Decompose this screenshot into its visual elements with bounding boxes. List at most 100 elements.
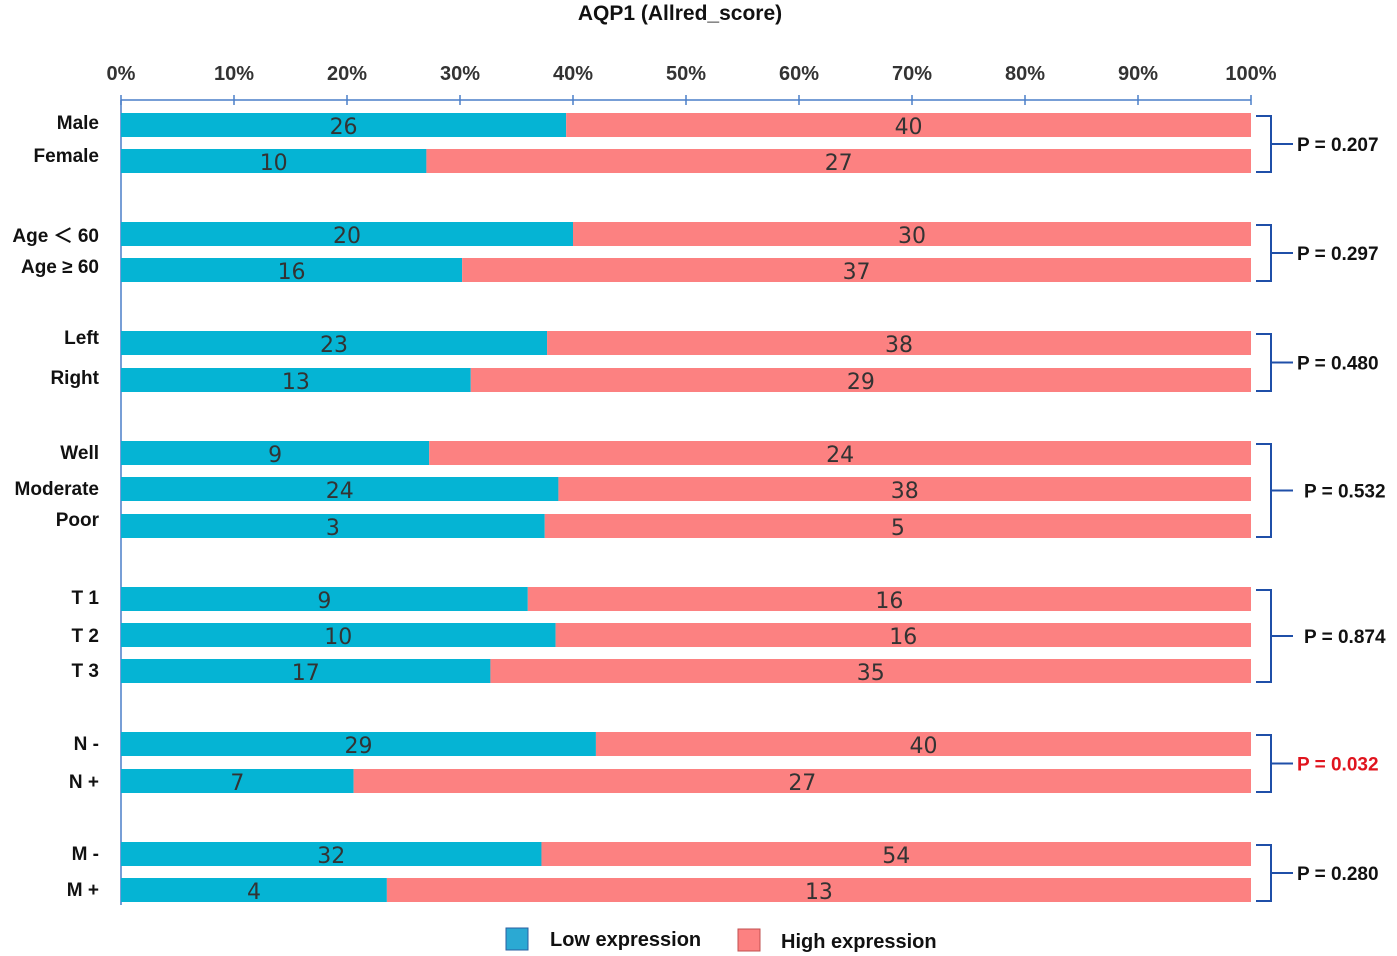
- bar-segment-low: [121, 623, 556, 647]
- x-tick-label: 70%: [892, 63, 932, 85]
- data-label-high: 37: [843, 260, 871, 285]
- x-tick-label: 60%: [779, 63, 819, 85]
- data-label-low: 7: [230, 771, 244, 796]
- p-value-bracket: [1256, 589, 1272, 683]
- category-label: N -: [74, 734, 99, 755]
- data-label-high: 16: [875, 589, 903, 614]
- bar-segment-low: [121, 842, 542, 866]
- data-label-high: 40: [909, 734, 937, 759]
- bar-segment-low: [121, 222, 573, 246]
- bar-segment-low: [121, 732, 596, 756]
- data-label-high: 38: [885, 333, 913, 358]
- category-label: Female: [34, 146, 99, 167]
- data-label-low: 9: [317, 589, 331, 614]
- legend: Low expression High expression: [505, 927, 937, 953]
- p-value-bracket: [1256, 443, 1272, 538]
- bar-segment-low: [121, 149, 427, 173]
- data-label-low: 17: [292, 661, 320, 686]
- p-value-label: P = 0.032: [1297, 755, 1379, 776]
- bar-segment-low: [121, 113, 567, 137]
- bar-segment-high: [547, 331, 1251, 355]
- bar-segment-high: [490, 659, 1251, 683]
- data-label-low: 10: [324, 625, 352, 650]
- x-tick-label: 30%: [440, 63, 480, 85]
- x-tick-label: 40%: [553, 63, 593, 85]
- chart-title: AQP1 (Allred_score): [578, 2, 782, 25]
- p-value-bracket: [1256, 844, 1272, 902]
- data-label-low: 26: [330, 115, 358, 140]
- x-tick-label: 10%: [214, 63, 254, 85]
- bar-segment-low: [121, 587, 528, 611]
- bar-segment-high: [426, 149, 1251, 173]
- bar-segment-high: [595, 732, 1251, 756]
- bar-segment-low: [121, 514, 545, 538]
- p-value-brackets: P = 0.207 P = 0.297 P = 0.480 P = 0.532 P = …: [1256, 115, 1386, 902]
- category-label: T 3: [72, 661, 99, 682]
- data-label-high: 35: [857, 661, 885, 686]
- data-label-high: 24: [826, 443, 854, 468]
- p-value-bracket: [1256, 734, 1272, 793]
- category-label: N +: [69, 772, 99, 793]
- data-label-high: 40: [895, 115, 923, 140]
- category-label: Moderate: [15, 479, 99, 500]
- x-axis: 0% 10% 20% 30% 40% 50% 60% 70% 80% 90% 100%: [107, 63, 1277, 905]
- data-label-high: 30: [898, 224, 926, 249]
- category-label: M +: [67, 880, 99, 901]
- data-label-low: 16: [278, 260, 306, 285]
- legend-swatch-high: [737, 928, 761, 952]
- legend-label-high: High expression: [781, 931, 937, 953]
- category-label: Poor: [56, 510, 100, 531]
- bar-segment-low: [121, 477, 559, 501]
- bar-segment-low: [121, 659, 491, 683]
- category-label: T 1: [72, 588, 100, 609]
- bar-segment-high: [566, 113, 1251, 137]
- data-label-low: 23: [320, 333, 348, 358]
- category-label: Right: [50, 368, 99, 389]
- category-label: M -: [72, 844, 99, 865]
- data-label-low: 29: [344, 734, 372, 759]
- data-label-low: 3: [326, 516, 340, 541]
- bar-segment-high: [470, 368, 1251, 392]
- data-label-high: 54: [882, 844, 910, 869]
- p-value-label: P = 0.280: [1297, 864, 1379, 885]
- data-label-low: 20: [333, 224, 361, 249]
- bar-segment-high: [429, 441, 1251, 465]
- bar-segment-low: [121, 769, 354, 793]
- bar-segment-high: [558, 477, 1251, 501]
- data-label-high: 16: [889, 625, 917, 650]
- data-label-low: 4: [247, 880, 261, 905]
- bar-segment-high: [573, 222, 1251, 246]
- bar-segment-high: [544, 514, 1251, 538]
- bar-segment-low: [121, 331, 548, 355]
- bar-segment-low: [121, 368, 471, 392]
- legend-label-low: Low expression: [550, 929, 701, 951]
- p-value-label: P = 0.480: [1297, 354, 1379, 375]
- x-tick-label: 20%: [327, 63, 367, 85]
- p-value-bracket: [1256, 115, 1272, 173]
- p-value-label: P = 0.874: [1304, 627, 1386, 648]
- x-tick-label: 50%: [666, 63, 706, 85]
- data-label-low: 10: [260, 151, 288, 176]
- data-label-low: 24: [326, 479, 354, 504]
- bar-segment-low: [121, 441, 430, 465]
- data-label-high: 13: [805, 880, 833, 905]
- category-label: Well: [60, 443, 99, 464]
- legend-swatch-low: [505, 927, 529, 951]
- bar-segment-high: [386, 878, 1252, 902]
- category-label: T 2: [72, 626, 99, 647]
- bar-segment-high: [555, 623, 1251, 647]
- data-label-high: 27: [788, 771, 816, 796]
- category-label: Age ≥ 60: [21, 257, 99, 278]
- p-value-label: P = 0.297: [1297, 244, 1379, 265]
- category-label: Left: [64, 328, 100, 349]
- data-label-low: 9: [268, 443, 282, 468]
- p-value-label: P = 0.207: [1297, 135, 1379, 156]
- bar-segment-high: [353, 769, 1251, 793]
- bar-segment-low: [121, 258, 463, 282]
- bar-segment-low: [121, 878, 387, 902]
- p-value-label: P = 0.532: [1304, 482, 1386, 503]
- data-label-high: 27: [825, 151, 853, 176]
- data-label-high: 5: [891, 516, 905, 541]
